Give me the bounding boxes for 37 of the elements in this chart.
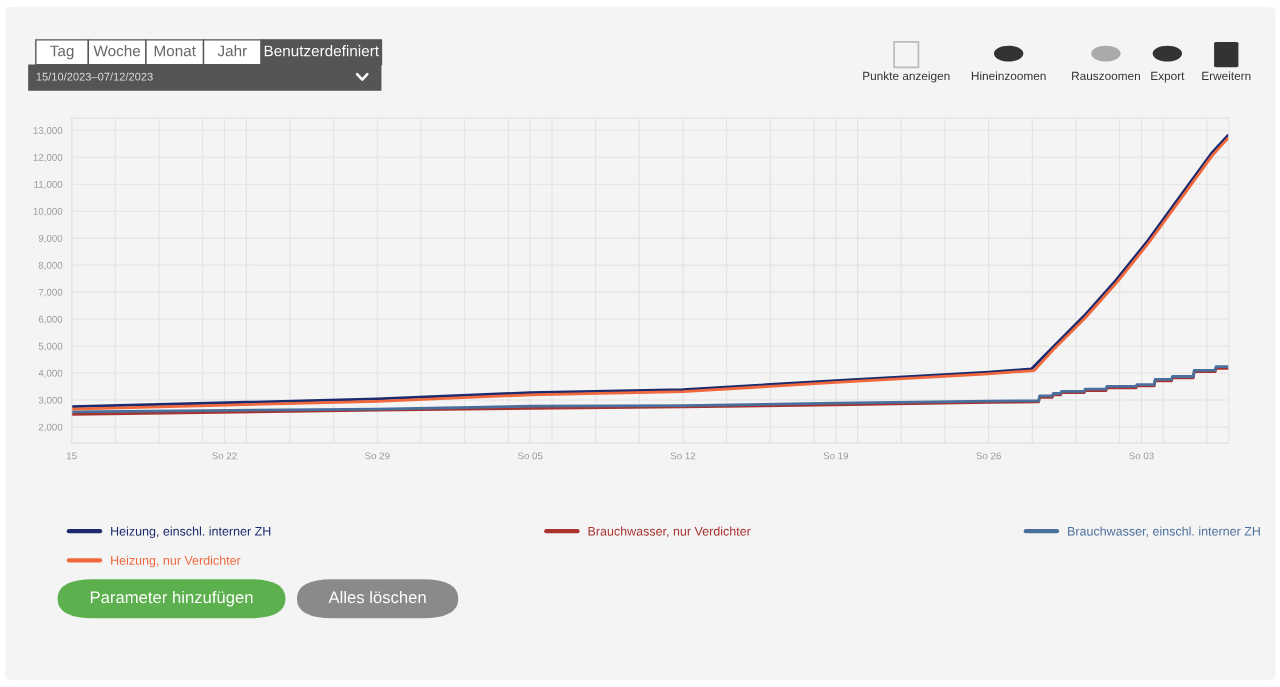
- text: Erweitern: [1202, 71, 1251, 81]
- text: Parameter hinzufügen: [90, 590, 253, 607]
- x-tick-label: So 26: [976, 452, 1001, 460]
- legend-label: Heizung, einschl. interner ZH: [111, 526, 271, 539]
- x-tick-label: So 29: [365, 452, 390, 460]
- y-tick-label: 7,000: [38, 288, 63, 297]
- text: Woche: [93, 45, 141, 57]
- y-tick-label: 6,000: [38, 315, 63, 324]
- y-tick-label: 3,000: [38, 396, 63, 405]
- x-tick-label: 15: [67, 452, 77, 460]
- y-tick-label: 2,000: [38, 423, 63, 432]
- text: Jahr: [217, 45, 247, 57]
- text: 15/10/2023–07/12/2023: [36, 72, 153, 81]
- y-tick-label: 4,000: [38, 369, 63, 378]
- x-tick-label: So 12: [670, 452, 696, 460]
- y-tick-label: 9,000: [38, 234, 63, 243]
- y-tick-label: 10,000: [33, 207, 63, 216]
- text: Monat: [154, 45, 196, 57]
- legend-label: Brauchwasser, nur Verdichter: [588, 526, 751, 538]
- y-tick-label: 12,000: [33, 154, 63, 163]
- text: Benutzerdefiniert: [264, 45, 379, 57]
- x-tick-label: So 05: [517, 452, 543, 460]
- y-tick-label: 5,000: [38, 342, 63, 351]
- x-tick-label: So 19: [823, 452, 849, 460]
- x-tick-label: So 03: [1129, 452, 1154, 460]
- text: Hineinzoomen: [971, 71, 1046, 81]
- y-tick-label: 8,000: [38, 261, 63, 270]
- y-tick-label: 13,000: [33, 127, 63, 136]
- x-tick-label: So 22: [212, 452, 237, 460]
- legend-label: Heizung, nur Verdichter: [111, 555, 241, 568]
- text: Tag: [50, 45, 74, 60]
- y-tick-label: 11,000: [34, 180, 63, 189]
- legend-label: Brauchwasser, einschl. interner ZH: [1068, 526, 1260, 538]
- text: Rauszoomen: [1072, 71, 1140, 81]
- text: Export: [1151, 71, 1185, 83]
- text: Alles löschen: [328, 590, 426, 604]
- text: Punkte anzeigen: [863, 71, 950, 83]
